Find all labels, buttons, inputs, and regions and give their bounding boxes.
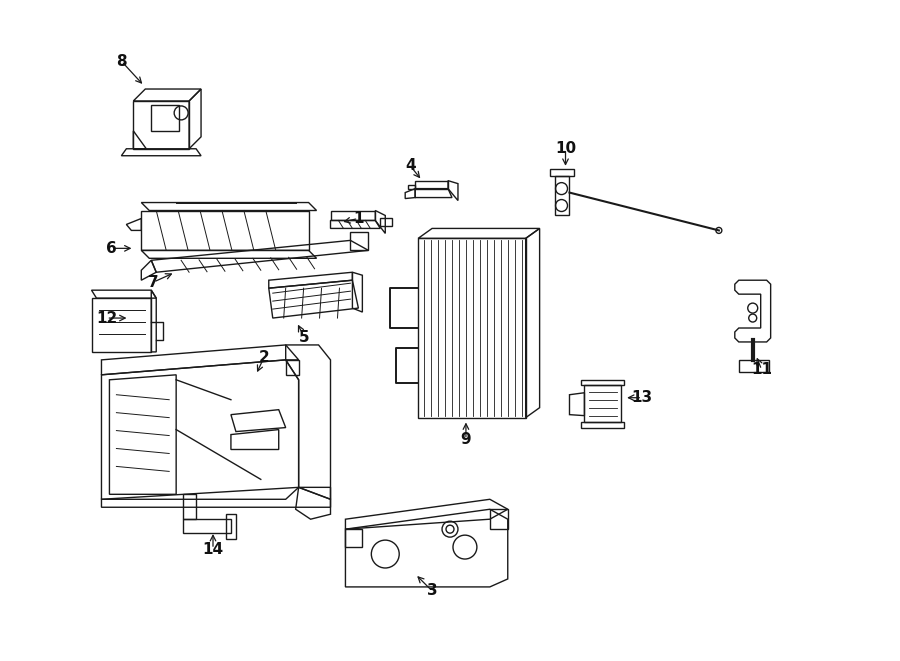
Text: 6: 6 bbox=[106, 241, 117, 256]
Text: 5: 5 bbox=[300, 330, 310, 346]
Text: 14: 14 bbox=[202, 541, 223, 557]
Text: 1: 1 bbox=[353, 211, 364, 226]
Text: 4: 4 bbox=[405, 158, 416, 173]
Text: 11: 11 bbox=[752, 362, 772, 377]
Text: 13: 13 bbox=[632, 390, 652, 405]
Bar bbox=[418, 239, 526, 418]
Text: 2: 2 bbox=[258, 350, 269, 366]
Text: 8: 8 bbox=[116, 54, 127, 69]
Text: 9: 9 bbox=[461, 432, 472, 447]
Text: 10: 10 bbox=[555, 141, 576, 156]
Text: 12: 12 bbox=[95, 311, 117, 326]
Bar bbox=[151, 105, 179, 131]
Text: 7: 7 bbox=[148, 275, 158, 290]
Text: 3: 3 bbox=[427, 584, 437, 598]
